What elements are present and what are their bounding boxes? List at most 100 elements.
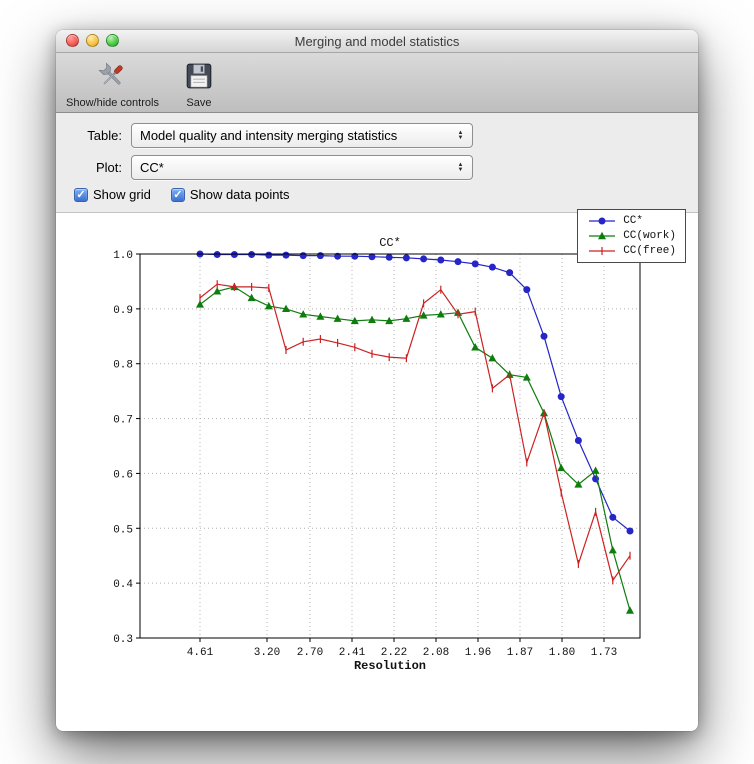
circle-marker xyxy=(609,513,617,521)
show-grid-label: Show grid xyxy=(93,187,151,202)
y-tick-label: 0.9 xyxy=(113,305,133,317)
show-data-points-label: Show data points xyxy=(189,187,290,202)
table-label: Table: xyxy=(87,128,122,143)
triangle-marker xyxy=(557,463,566,472)
x-tick-label: 4.61 xyxy=(187,647,214,659)
triangle-marker xyxy=(299,310,308,318)
x-tick-label: 1.80 xyxy=(549,647,575,659)
legend-label: CC* xyxy=(623,215,643,227)
triangle-marker xyxy=(196,300,204,308)
legend-label: CC(work) xyxy=(623,230,676,242)
show-hide-controls-button[interactable]: Show/hide controls xyxy=(66,61,159,109)
show-data-points-option: ✓ Show data points xyxy=(170,187,290,202)
plot-frame xyxy=(139,253,641,639)
zoom-button[interactable] xyxy=(106,34,119,47)
triangle-marker xyxy=(333,314,342,322)
triangle-marker xyxy=(471,343,480,351)
circle-marker xyxy=(437,256,445,264)
circle-marker xyxy=(598,217,606,225)
save-icon xyxy=(185,61,213,96)
triangle-marker xyxy=(626,606,634,614)
triangle-marker xyxy=(350,316,359,325)
legend-sample-ccfree xyxy=(589,247,616,255)
circle-marker xyxy=(540,332,548,340)
app-window: Merging and model statistics Show/hide c… xyxy=(56,30,698,731)
show-hide-controls-label: Show/hide controls xyxy=(66,97,159,109)
close-button[interactable] xyxy=(66,34,79,47)
show-data-points-checkbox[interactable]: ✓ xyxy=(170,187,185,202)
plot-row: Plot: CC* ▲ ▼ xyxy=(74,155,698,180)
controls-panel: Table: Model quality and intensity mergi… xyxy=(56,113,698,213)
plot-dropdown[interactable]: CC* ▲ ▼ xyxy=(131,155,473,180)
triangle-marker xyxy=(608,546,617,554)
circle-marker xyxy=(488,263,496,271)
series-ccfree xyxy=(199,280,631,585)
plot-title: CC* xyxy=(379,236,401,250)
circle-marker xyxy=(299,252,307,260)
circle-marker xyxy=(523,286,531,294)
circle-marker xyxy=(385,253,393,261)
circle-marker xyxy=(282,251,290,259)
y-tick-label: 0.8 xyxy=(113,360,133,372)
circle-marker xyxy=(368,253,376,261)
plot-dynamic-layer: 1.0 0.9 0.8 0.7 0.6 0.5 0.4 0.3 4.61 3.20 2.70 2.41… xyxy=(113,250,641,659)
triangle-marker xyxy=(522,373,531,381)
legend-item: CC(free) xyxy=(587,245,676,257)
x-tick-label: 2.70 xyxy=(297,647,323,659)
y-tick-label: 0.3 xyxy=(113,634,133,646)
circle-marker xyxy=(316,252,324,260)
checkbox-row: ✓ Show grid ✓ Show data points xyxy=(74,187,698,202)
triangle-marker xyxy=(402,314,411,322)
y-tick-label: 0.5 xyxy=(113,524,133,536)
toolbar: Show/hide controls Save xyxy=(56,53,698,113)
window-title: Merging and model statistics xyxy=(294,33,460,49)
window-titlebar[interactable]: Merging and model statistics xyxy=(56,30,698,53)
plot-xlabel: Resolution xyxy=(354,659,426,673)
triangle-marker xyxy=(591,466,600,474)
show-grid-checkbox[interactable]: ✓ xyxy=(74,187,88,202)
circle-marker xyxy=(471,260,479,268)
circle-marker xyxy=(213,251,221,259)
triangle-marker xyxy=(419,311,428,319)
triangle-marker xyxy=(385,316,394,325)
plot-canvas: 1.0 0.9 0.8 0.7 0.6 0.5 0.4 0.3 4.61 3.20 2.70 2.41… xyxy=(113,236,641,673)
minimize-button[interactable] xyxy=(86,34,99,47)
x-tick-label: 2.22 xyxy=(381,647,407,659)
updown-arrows-icon: ▲ ▼ xyxy=(457,161,464,173)
chart-legend: CC* CC(work) CC(free) xyxy=(577,209,686,263)
triangle-marker xyxy=(264,301,273,310)
circle-marker xyxy=(574,437,582,445)
triangle-marker xyxy=(213,287,222,295)
table-dropdown-value: Model quality and intensity merging stat… xyxy=(140,128,398,143)
y-tick-label: 0.7 xyxy=(113,415,133,427)
series-line xyxy=(199,253,631,532)
x-tick-label: 2.08 xyxy=(423,647,449,659)
y-tick-label: 0.4 xyxy=(113,579,133,591)
y-tick-label: 0.6 xyxy=(113,469,133,481)
circle-marker xyxy=(230,251,238,259)
y-tick-label: 1.0 xyxy=(113,250,133,262)
table-dropdown[interactable]: Model quality and intensity merging stat… xyxy=(131,123,473,148)
x-tick-label: 1.73 xyxy=(591,647,617,659)
circle-marker xyxy=(248,251,256,259)
circle-marker xyxy=(454,258,462,266)
traffic-lights xyxy=(66,34,119,47)
circle-marker xyxy=(420,255,428,263)
legend-sample-ccwork xyxy=(589,231,616,240)
grid-lines xyxy=(140,253,640,639)
x-tick-label: 3.20 xyxy=(254,647,280,659)
series-line xyxy=(199,286,631,611)
x-tick-label: 2.41 xyxy=(339,647,366,659)
legend-label: CC(free) xyxy=(623,245,676,257)
table-row: Table: Model quality and intensity mergi… xyxy=(74,123,698,148)
save-label: Save xyxy=(186,97,212,109)
updown-arrows-icon: ▲ ▼ xyxy=(457,129,464,141)
legend-sample-ccstar xyxy=(589,217,616,225)
triangle-marker xyxy=(488,354,497,362)
x-tick-label: 1.96 xyxy=(465,647,491,659)
triangle-marker xyxy=(598,231,607,240)
circle-marker xyxy=(626,527,634,535)
plot-region: 1.0 0.9 0.8 0.7 0.6 0.5 0.4 0.3 4.61 3.20 2.70 2.41… xyxy=(56,218,698,678)
circle-marker xyxy=(506,269,514,277)
save-button[interactable]: Save xyxy=(185,61,213,109)
